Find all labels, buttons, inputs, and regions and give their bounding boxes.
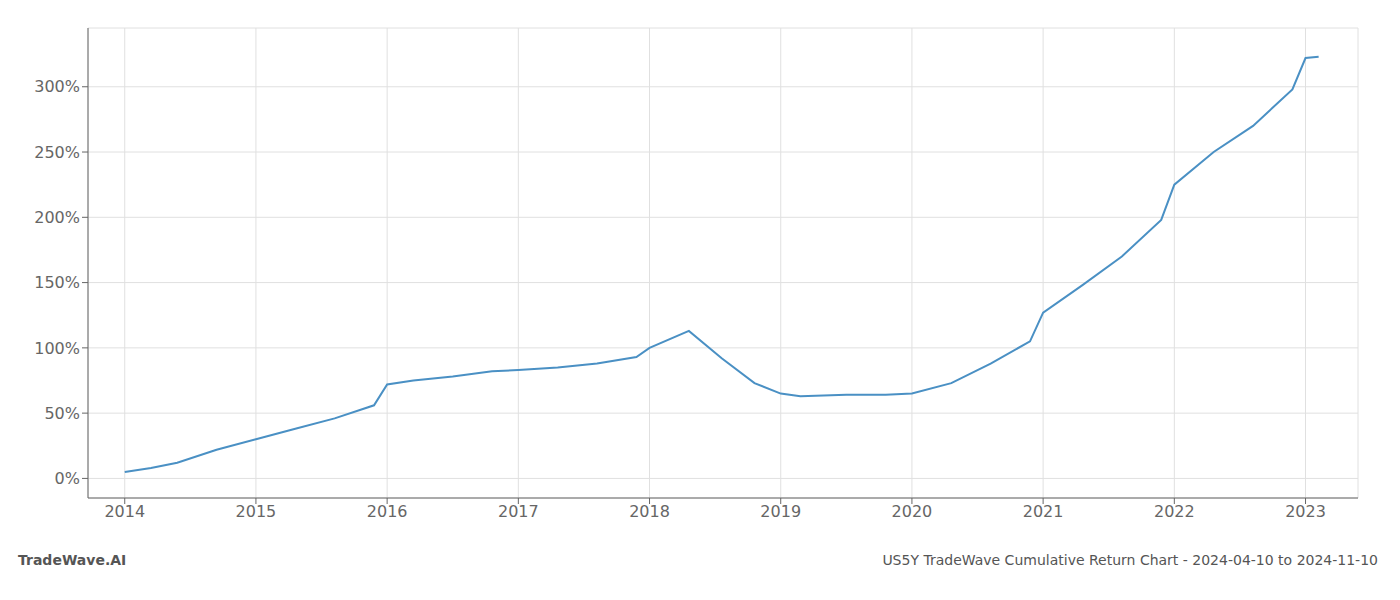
html-text:US5Y TradeWave Cumulative Retu: US5Y TradeWave Cumulative Return Chart -… <box>882 552 1378 568</box>
svg-text:2018: 2018 <box>629 502 670 521</box>
svg-text:2023: 2023 <box>1285 502 1326 521</box>
svg-text:2015: 2015 <box>236 502 277 521</box>
svg-text:200%: 200% <box>34 208 80 227</box>
svg-text:50%: 50% <box>44 404 80 423</box>
svg-text:2021: 2021 <box>1023 502 1064 521</box>
svg-text:150%: 150% <box>34 273 80 292</box>
svg-text:2020: 2020 <box>892 502 933 521</box>
svg-text:2019: 2019 <box>760 502 801 521</box>
svg-text:100%: 100% <box>34 339 80 358</box>
svg-text:2022: 2022 <box>1154 502 1195 521</box>
html-text:TradeWave.AI: TradeWave.AI <box>18 552 127 568</box>
svg-text:0%: 0% <box>55 469 80 488</box>
svg-text:2014: 2014 <box>104 502 145 521</box>
svg-text:2016: 2016 <box>367 502 408 521</box>
svg-text:250%: 250% <box>34 143 80 162</box>
svg-text:2017: 2017 <box>498 502 539 521</box>
svg-text:300%: 300% <box>34 77 80 96</box>
